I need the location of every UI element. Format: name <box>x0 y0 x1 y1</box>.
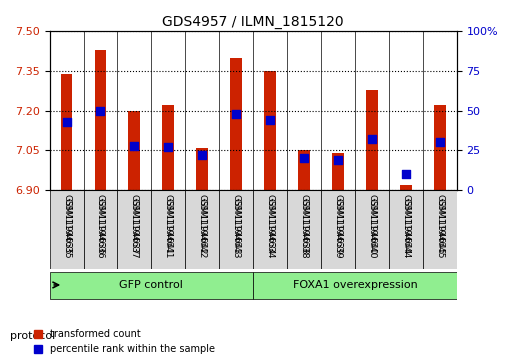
Text: GSM1194638: GSM1194638 <box>300 198 308 258</box>
Text: GSM1194640: GSM1194640 <box>367 194 377 254</box>
Bar <box>128 111 141 190</box>
Text: GSM1194637: GSM1194637 <box>130 194 139 254</box>
FancyBboxPatch shape <box>151 190 185 269</box>
Text: GSM1194637: GSM1194637 <box>130 198 139 258</box>
Text: GSM1194644: GSM1194644 <box>401 198 410 258</box>
Bar <box>196 148 208 190</box>
FancyBboxPatch shape <box>389 190 423 269</box>
Point <box>334 157 342 163</box>
Bar <box>264 71 276 190</box>
FancyBboxPatch shape <box>423 190 457 269</box>
Point <box>96 108 105 114</box>
FancyBboxPatch shape <box>50 272 253 299</box>
FancyBboxPatch shape <box>219 190 253 269</box>
Text: GSM1194642: GSM1194642 <box>198 198 207 258</box>
FancyBboxPatch shape <box>253 190 287 269</box>
Text: GSM1194634: GSM1194634 <box>266 194 274 254</box>
Text: GSM1194635: GSM1194635 <box>62 198 71 258</box>
Point <box>436 139 444 145</box>
Point <box>300 155 308 161</box>
Text: GSM1194639: GSM1194639 <box>333 194 343 254</box>
Bar <box>298 150 310 190</box>
Point <box>368 136 376 142</box>
Bar <box>230 58 242 190</box>
Text: GSM1194641: GSM1194641 <box>164 194 173 254</box>
FancyBboxPatch shape <box>253 272 457 299</box>
Point <box>198 152 206 158</box>
Text: GSM1194643: GSM1194643 <box>232 198 241 258</box>
FancyBboxPatch shape <box>321 190 355 269</box>
Bar <box>400 185 412 190</box>
Bar <box>366 90 378 190</box>
Text: GFP control: GFP control <box>120 280 183 290</box>
Text: GSM1194640: GSM1194640 <box>367 198 377 258</box>
Text: GSM1194638: GSM1194638 <box>300 194 308 254</box>
Text: GSM1194645: GSM1194645 <box>435 194 444 254</box>
Title: GDS4957 / ILMN_1815120: GDS4957 / ILMN_1815120 <box>162 15 344 29</box>
Point <box>130 143 139 148</box>
Text: GSM1194636: GSM1194636 <box>96 198 105 258</box>
Text: GSM1194644: GSM1194644 <box>401 194 410 254</box>
Text: protocol: protocol <box>10 331 55 341</box>
Point <box>266 117 274 123</box>
Point <box>63 119 71 125</box>
FancyBboxPatch shape <box>84 190 117 269</box>
Text: GSM1194639: GSM1194639 <box>333 198 343 258</box>
Bar <box>332 153 344 190</box>
Text: GSM1194634: GSM1194634 <box>266 198 274 258</box>
FancyBboxPatch shape <box>355 190 389 269</box>
FancyBboxPatch shape <box>117 190 151 269</box>
Text: GSM1194645: GSM1194645 <box>435 198 444 258</box>
Text: GSM1194643: GSM1194643 <box>232 194 241 254</box>
Point <box>232 111 240 117</box>
Bar <box>434 105 446 190</box>
Text: GSM1194635: GSM1194635 <box>62 194 71 254</box>
Bar <box>163 105 174 190</box>
Legend: transformed count, percentile rank within the sample: transformed count, percentile rank withi… <box>30 326 219 358</box>
Point <box>402 171 410 177</box>
Text: FOXA1 overexpression: FOXA1 overexpression <box>292 280 417 290</box>
FancyBboxPatch shape <box>50 190 84 269</box>
FancyBboxPatch shape <box>185 190 219 269</box>
Bar <box>61 74 72 190</box>
Text: GSM1194636: GSM1194636 <box>96 194 105 254</box>
Text: GSM1194641: GSM1194641 <box>164 198 173 258</box>
Bar <box>94 50 106 190</box>
Point <box>164 144 172 150</box>
FancyBboxPatch shape <box>287 190 321 269</box>
Text: GSM1194642: GSM1194642 <box>198 194 207 254</box>
